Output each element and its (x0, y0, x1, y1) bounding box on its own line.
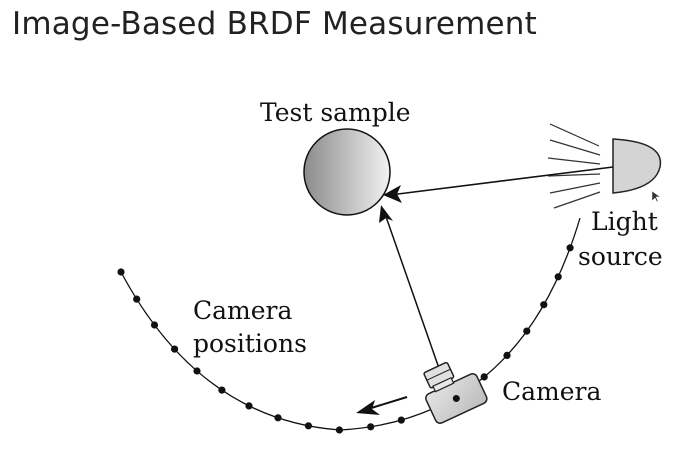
camera-position-dot (218, 386, 226, 394)
camera-position-dot (304, 422, 312, 430)
camera-position-dots (117, 244, 574, 434)
light-source-label-line2: source (578, 242, 663, 271)
camera-icon (423, 361, 488, 424)
test-sample-sphere (303, 128, 391, 216)
camera-positions-label-line2: positions (193, 329, 307, 358)
slide-title: Image-Based BRDF Measurement (12, 6, 537, 42)
camera-position-dot (117, 268, 125, 276)
camera-position-dot (171, 345, 179, 353)
camera-position-dot (367, 423, 375, 431)
camera-position-dot (133, 295, 141, 303)
camera-position-dot (193, 367, 201, 375)
light-source-icon (547, 123, 662, 209)
camera-view-line (383, 210, 442, 375)
light-source-label-line1: Light (591, 207, 658, 236)
camera-view-arrowhead (379, 205, 393, 223)
camera-position-dot (554, 273, 562, 281)
camera-position-dot (150, 321, 159, 329)
camera-position-dot (566, 244, 574, 252)
camera-position-dot (523, 327, 531, 335)
camera-position-dot (540, 301, 548, 309)
light-ray-arrowhead (383, 185, 402, 203)
camera-positions-label-line1: Camera (193, 296, 292, 325)
test-sample-label: Test sample (260, 98, 411, 127)
camera-position-dot (274, 414, 282, 422)
motion-arrow-line (367, 396, 408, 410)
motion-arrowhead (356, 400, 380, 415)
camera-label: Camera (502, 377, 601, 406)
camera-position-dot (503, 351, 511, 359)
camera-position-dot (245, 402, 253, 410)
mouse-cursor-icon (651, 190, 661, 203)
camera-position-dot (335, 426, 343, 434)
camera-position-dot (397, 416, 405, 424)
camera-position-dot (480, 373, 488, 381)
light-ray-line (389, 166, 614, 196)
